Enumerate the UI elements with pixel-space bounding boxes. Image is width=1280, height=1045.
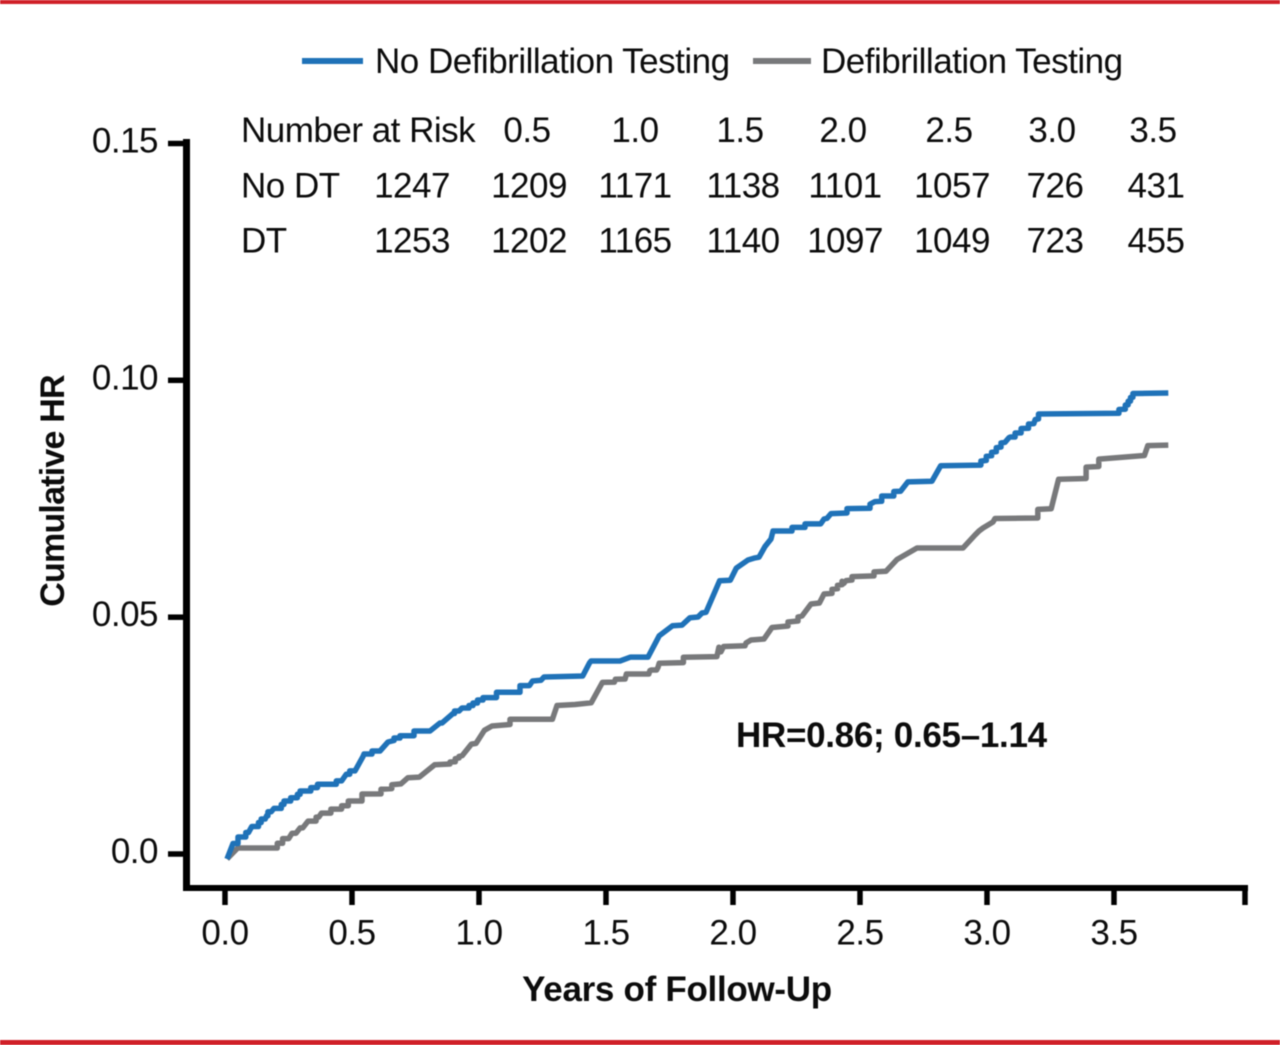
svg-text:1253: 1253 [374,222,450,261]
svg-text:1097: 1097 [807,222,883,261]
svg-text:3.5: 3.5 [1090,914,1137,953]
svg-text:723: 723 [1027,222,1084,261]
svg-text:1.5: 1.5 [582,914,629,953]
svg-text:3.5: 3.5 [1129,111,1176,150]
svg-text:No DT: No DT [241,167,340,206]
svg-text:0.5: 0.5 [503,111,550,150]
svg-text:2.5: 2.5 [925,111,972,150]
svg-text:0.05: 0.05 [92,595,158,634]
svg-text:1.5: 1.5 [716,111,763,150]
svg-text:HR=0.86; 0.65–1.14: HR=0.86; 0.65–1.14 [736,716,1048,755]
svg-text:0.5: 0.5 [328,914,375,953]
svg-text:0.0: 0.0 [201,914,248,953]
svg-text:1247: 1247 [374,167,450,206]
svg-text:1209: 1209 [491,167,567,206]
svg-text:3.0: 3.0 [1028,111,1075,150]
svg-text:2.0: 2.0 [709,914,756,953]
svg-text:Years of Follow-Up: Years of Follow-Up [522,970,832,1009]
svg-text:1171: 1171 [598,167,671,206]
svg-text:1057: 1057 [914,167,990,206]
svg-text:1202: 1202 [491,222,567,261]
svg-text:1.0: 1.0 [611,111,658,150]
svg-text:0.10: 0.10 [92,358,158,397]
svg-text:2.0: 2.0 [819,111,866,150]
svg-text:3.0: 3.0 [963,914,1010,953]
svg-text:455: 455 [1128,222,1185,261]
svg-text:Number at Risk: Number at Risk [241,111,476,150]
svg-text:Cumulative HR: Cumulative HR [34,375,72,607]
svg-text:No Defibrillation Testing: No Defibrillation Testing [375,42,730,81]
svg-text:2.5: 2.5 [836,914,883,953]
svg-text:Defibrillation Testing: Defibrillation Testing [821,42,1123,81]
svg-text:1138: 1138 [706,167,779,206]
svg-text:1101: 1101 [808,167,881,206]
svg-text:0.0: 0.0 [111,832,158,871]
svg-text:0.15: 0.15 [92,122,158,161]
svg-text:DT: DT [241,222,287,261]
svg-text:1.0: 1.0 [455,914,502,953]
svg-text:1140: 1140 [706,222,779,261]
svg-text:726: 726 [1027,167,1084,206]
svg-text:1165: 1165 [598,222,671,261]
svg-text:1049: 1049 [914,222,990,261]
svg-text:431: 431 [1128,167,1185,206]
